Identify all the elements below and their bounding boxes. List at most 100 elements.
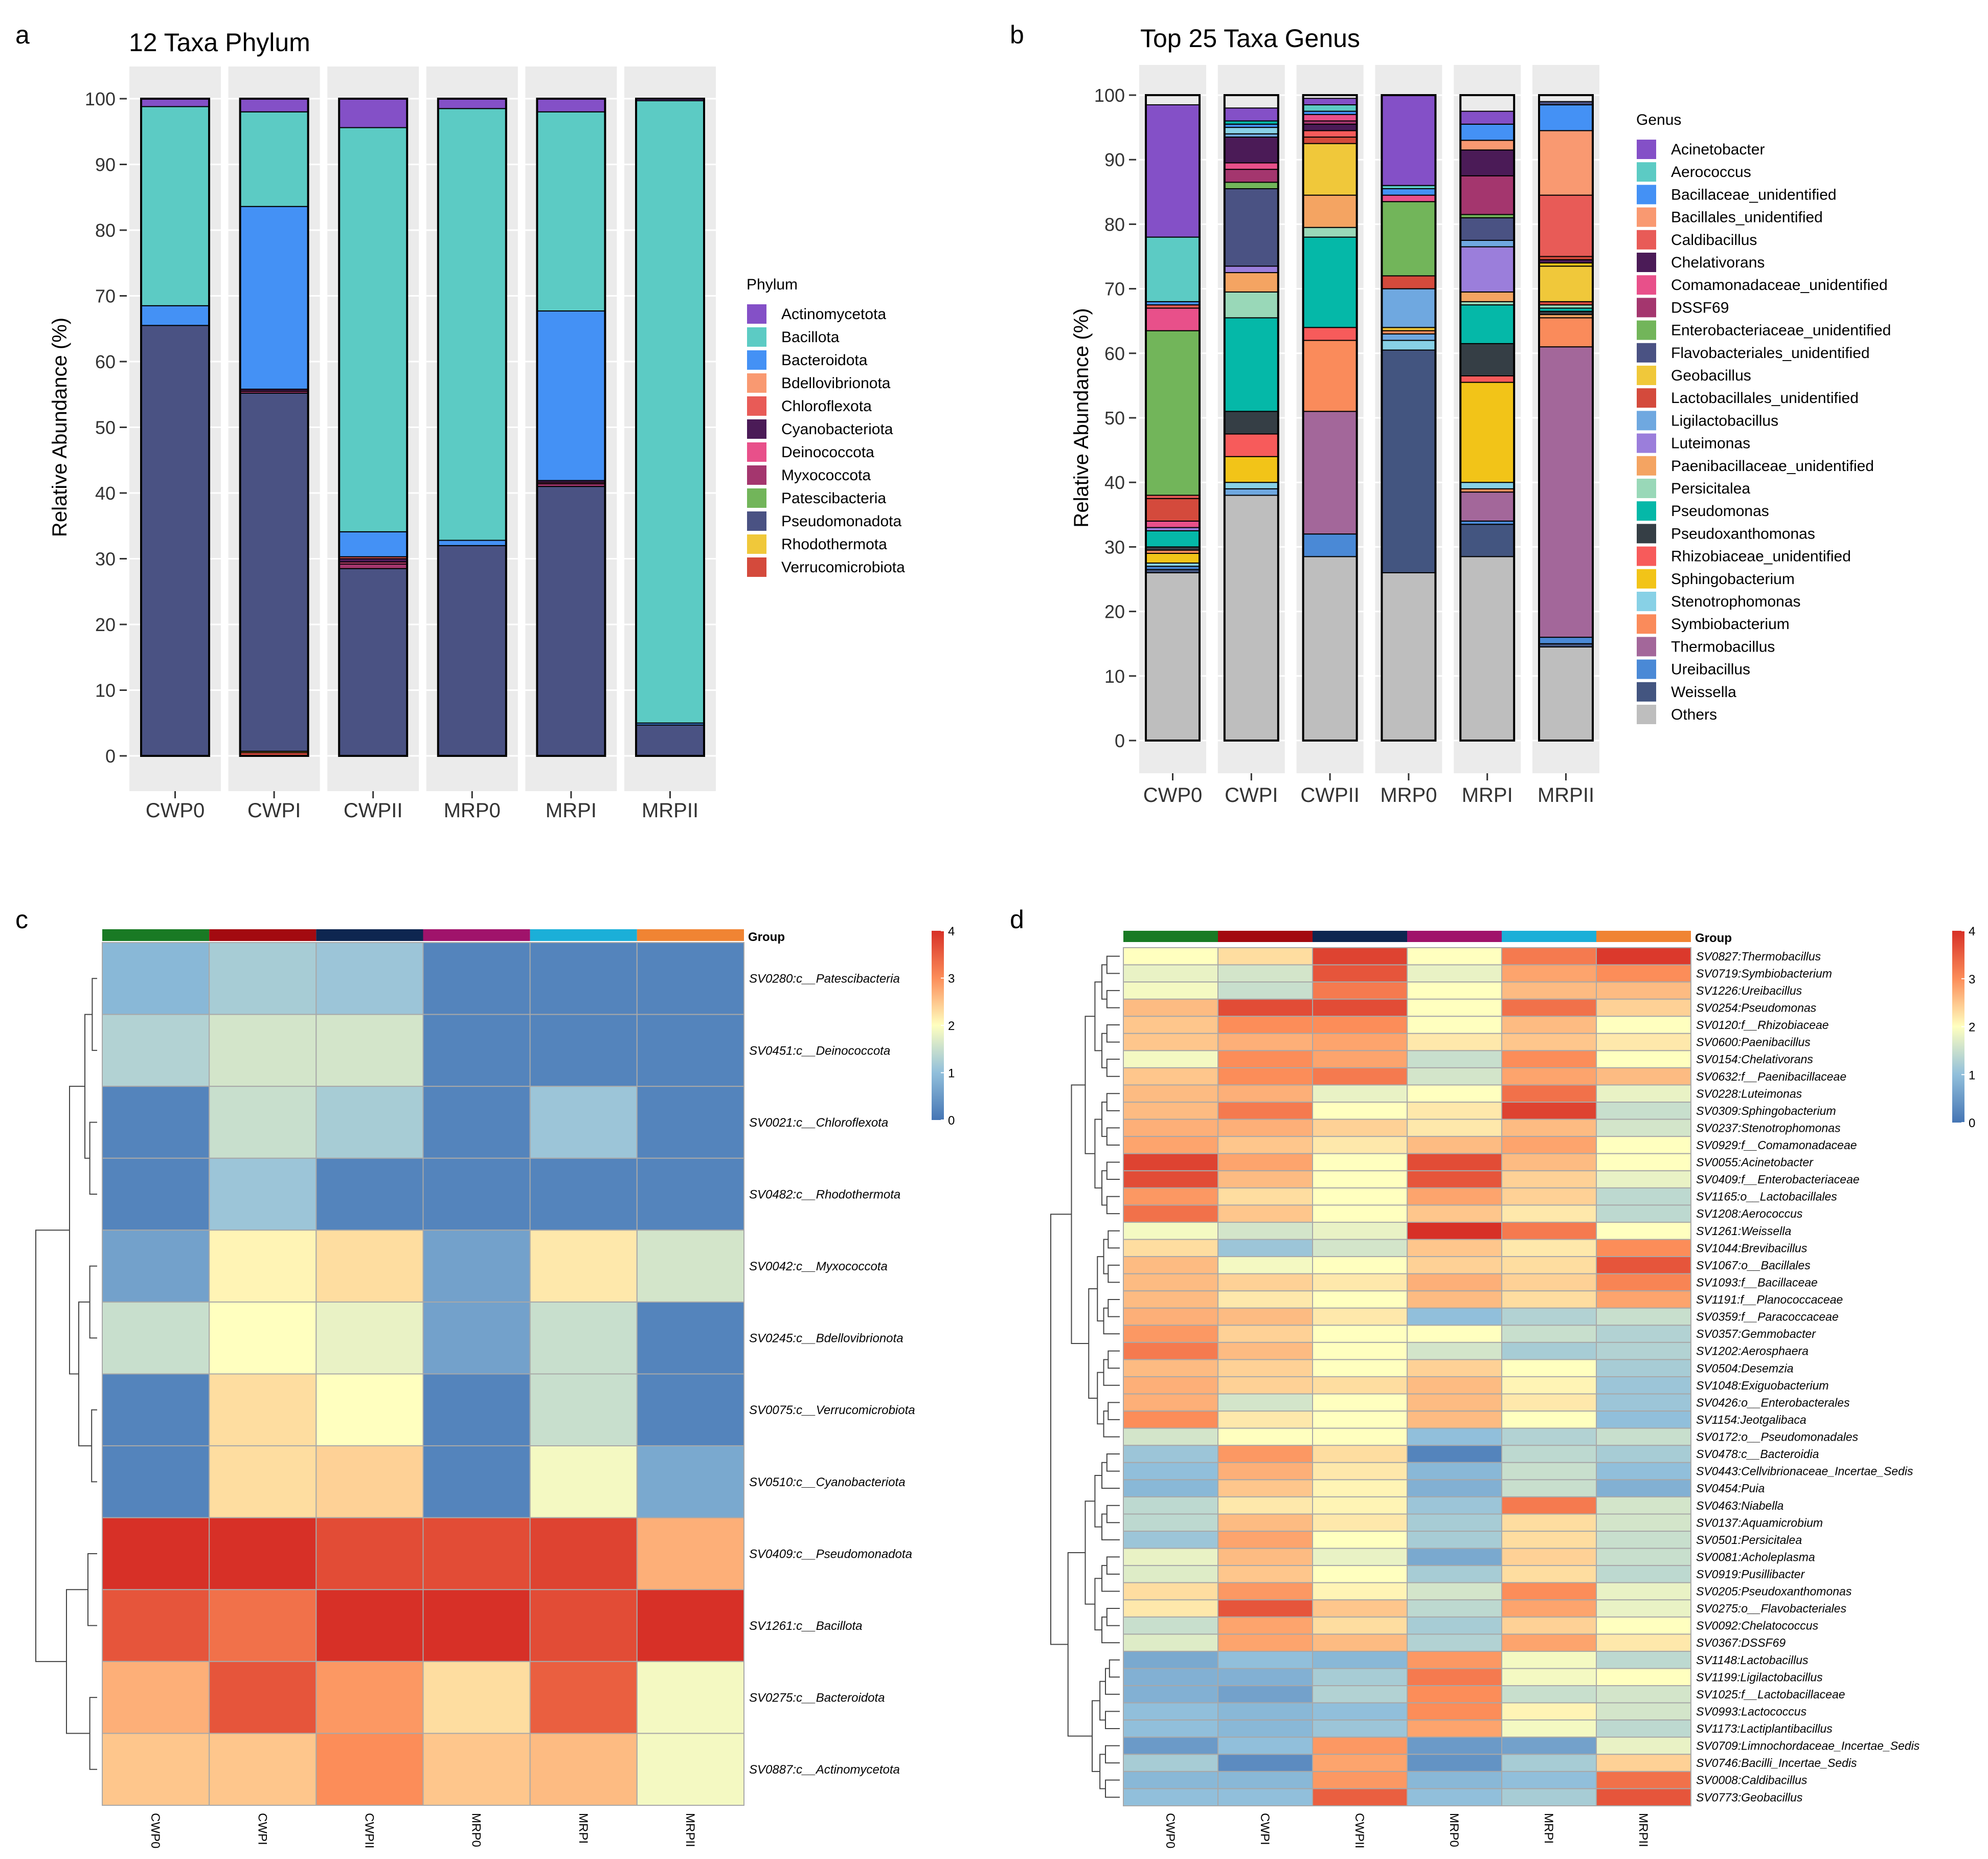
heat-cell [1312,947,1408,966]
y-tick-label: 10 [95,680,116,701]
heat-cell [422,1157,531,1231]
x-tick-label-mrpii: MRPII [1538,784,1594,807]
group-bar-mrpii [1596,931,1691,942]
bar-segment-cwpi-comamonadaceae-unidentified [1224,162,1279,170]
heat-cell [422,1014,531,1087]
legend-swatch-geobacillus [1636,365,1657,386]
heat-cell [1596,947,1691,966]
heat-cell [209,1157,317,1231]
heat-cell [1501,1050,1597,1068]
heat-cell [102,1445,210,1518]
bar-segment-cwpi-rhizobiaceae-unidentified [1224,433,1279,457]
y-tick-label: 70 [95,286,116,307]
bar-segment-mrpi-stenotrophomonas [1460,482,1515,489]
bar-segment-cwpi-stenotrophomonas [1224,127,1279,135]
bar-segment-cwpii-acinetobacter [1302,98,1358,105]
heat-cell [1312,981,1408,1000]
bar-segment-mrpii-ureibacillus [1539,637,1593,644]
heat-cell [529,1229,638,1303]
dendrogram-branch [1105,1745,1120,1764]
legend-swatch-verrucomicrobiota [746,556,767,578]
bar-segment-cwpii-others [1302,556,1358,741]
heat-cell [1312,1136,1408,1154]
heat-cell [1407,947,1502,966]
heat-cell [1501,1376,1597,1395]
heat-cell [529,1661,638,1734]
heat-cell [1501,1033,1597,1051]
row-label: SV0463:Niabella [1696,1499,1783,1512]
legend-swatch-symbiobacterium [1636,613,1657,635]
legend-swatch-bacillaceae-unidentified [1636,184,1657,206]
bar-outline-cwpi [239,98,309,757]
heat-cell [1596,981,1691,1000]
bar-segment-cwpi-others [1224,495,1279,741]
heat-cell [209,1086,317,1159]
row-label: SV0092:Chelatococcus [1696,1619,1819,1632]
heat-cell [1501,1016,1597,1034]
heat-cell [1596,1393,1691,1412]
bar-outline-mrpii [635,98,705,757]
heat-cell [1596,1788,1691,1806]
heat-cell [1123,1153,1218,1172]
heat-cell [636,1517,745,1591]
heat-cell [1501,1341,1597,1360]
heat-cell [102,1589,210,1662]
heat-cell [1596,1565,1691,1583]
heat-cell [1312,1290,1408,1309]
heat-cell [1123,1239,1218,1258]
heat-cell [422,1373,531,1447]
heat-cell [1596,1548,1691,1566]
legend-swatch-thermobacillus [1636,636,1657,658]
panel-label-b: b [1010,20,1024,49]
bar-segment-cwpi-persicitalea [1224,291,1279,319]
group-bar-mrpi [1502,931,1596,942]
heat-cell [1596,1170,1691,1189]
heat-cell [422,1086,531,1159]
column-label-mrpii: MRPII [683,1813,697,1847]
heat-cell [1407,1239,1502,1258]
heat-cell [1312,1187,1408,1206]
heat-cell [1501,1307,1597,1326]
heat-cell [636,1661,745,1734]
group-bar-cwpi [209,929,317,941]
bar-segment-cwpii-myxococcota [338,563,408,569]
heat-cell [1501,1702,1597,1721]
y-tick-label: 20 [1104,601,1125,622]
heat-cell [1407,1170,1502,1189]
bar-segment-cwpi-pseudoxanthomonas [1224,411,1279,435]
heat-cell [1312,1668,1408,1687]
bar-outline-mrpi [1459,94,1516,742]
dendrogram-branch [1103,1410,1120,1438]
bar-segment-mrpi-ligilactobacillus [1460,239,1515,248]
heat-cell [209,1229,317,1303]
heat-cell [1217,1393,1313,1412]
bar-segment-cwpii-rhizobiaceae-unidentified [1302,327,1358,341]
heat-cell [209,1661,317,1734]
bar-segment-mrpi-dssf69 [1460,175,1515,215]
bar-outline-cwpii [1302,94,1358,742]
heat-cell [1501,1513,1597,1532]
bar-segment-cwp0-comamonadaceae-unidentified [1145,307,1200,331]
heat-cell [1596,1599,1691,1618]
legend-label-luteimonas: Luteimonas [1671,435,1750,452]
scale-tick-label: 3 [1969,973,1975,987]
heat-cell [1123,1290,1218,1309]
heat-cell [1312,1204,1408,1223]
row-label: SV0709:Limnochordaceae_Incertae_Sedis [1696,1739,1920,1753]
heat-cell [1501,1685,1597,1704]
row-label: SV1261:Weissella [1696,1224,1791,1238]
heat-cell [315,1301,424,1375]
heat-cell [1596,1633,1691,1652]
bar-segment-mrp0-ligilactobacillus [1381,288,1436,328]
heat-cell [1501,1153,1597,1172]
bar-segment-cwpii-thermobacillus [1302,411,1358,535]
dendrogram-branch [1050,1214,1072,1645]
bar-segment-cwp0-lactobacillales-unidentified [1145,498,1200,522]
legend-label-ureibacillus: Ureibacillus [1671,661,1750,678]
scale-tick-label: 2 [1969,1021,1975,1035]
legend-swatch-flavobacteriales-unidentified [1636,342,1657,364]
bar-segment-mrp0-weissella [1381,349,1436,573]
heat-cell [102,942,210,1015]
heat-cell [1217,1462,1313,1481]
y-tick-label: 20 [95,614,116,635]
